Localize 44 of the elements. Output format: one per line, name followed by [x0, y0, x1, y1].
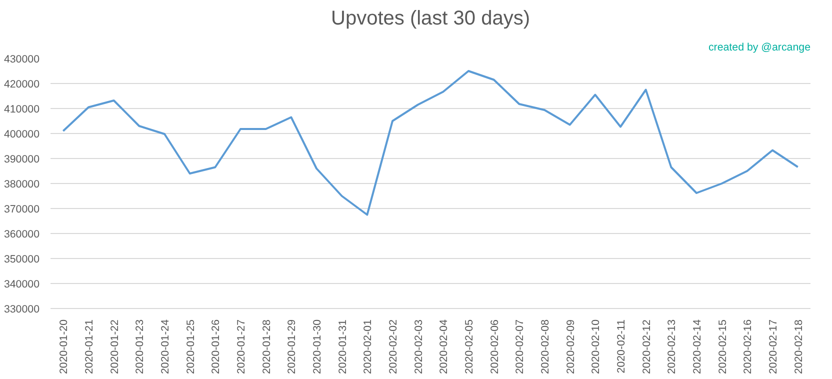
x-tick-label: 2020-01-30 — [312, 319, 324, 374]
y-tick-label: 360000 — [4, 228, 40, 240]
x-tick-label: 2020-02-03 — [412, 319, 425, 374]
chart-title: Upvotes (last 30 days) — [331, 8, 530, 30]
x-tick-label: 2020-01-28 — [260, 319, 273, 374]
x-tick-label: 2020-02-07 — [514, 319, 526, 374]
y-tick-label: 410000 — [4, 104, 40, 116]
y-tick-label: 330000 — [4, 304, 40, 316]
x-tick-label: 2020-02-04 — [438, 319, 450, 374]
x-tick-label: 2020-01-29 — [286, 319, 298, 374]
x-tick-label: 2020-02-09 — [564, 319, 577, 374]
x-tick-label: 2020-02-12 — [640, 319, 653, 374]
y-tick-label: 430000 — [4, 54, 40, 66]
x-tick-label: 2020-01-24 — [160, 319, 172, 374]
x-tick-label: 2020-01-20 — [58, 319, 70, 374]
x-tick-label: 2020-02-13 — [666, 319, 678, 374]
x-tick-label: 2020-02-08 — [540, 319, 552, 374]
x-tick-label: 2020-02-06 — [488, 319, 501, 374]
y-tick-label: 340000 — [4, 278, 40, 290]
x-tick-label: 2020-02-18 — [792, 319, 805, 374]
x-tick-label: 2020-02-14 — [692, 319, 704, 374]
x-tick-label: 2020-02-15 — [716, 319, 729, 374]
y-tick-label: 400000 — [4, 128, 40, 140]
x-tick-label: 2020-02-05 — [464, 319, 476, 374]
y-tick-label: 390000 — [4, 154, 40, 166]
x-tick-label: 2020-02-10 — [590, 319, 602, 374]
x-tick-label: 2020-01-22 — [108, 319, 121, 374]
x-tick-label: 2020-02-17 — [768, 319, 780, 374]
y-tick-label: 370000 — [4, 204, 40, 216]
y-tick-label: 350000 — [4, 254, 40, 266]
x-tick-label: 2020-02-11 — [616, 319, 628, 374]
x-tick-label: 2020-01-25 — [184, 319, 197, 374]
x-tick-label: 2020-01-26 — [210, 319, 222, 374]
x-tick-label: 2020-02-16 — [742, 319, 754, 374]
y-tick-label: 420000 — [4, 78, 40, 90]
x-tick-label: 2020-01-23 — [134, 319, 146, 374]
x-tick-label: 2020-01-31 — [336, 319, 349, 374]
x-tick-label: 2020-01-21 — [84, 319, 96, 374]
x-tick-label: 2020-02-01 — [362, 319, 374, 374]
y-tick-label: 380000 — [4, 178, 40, 190]
x-tick-label: 2020-01-27 — [236, 319, 248, 374]
line-series — [62, 70, 799, 216]
text: created by @arcange — [708, 42, 811, 54]
x-tick-label: 2020-02-02 — [388, 319, 400, 374]
